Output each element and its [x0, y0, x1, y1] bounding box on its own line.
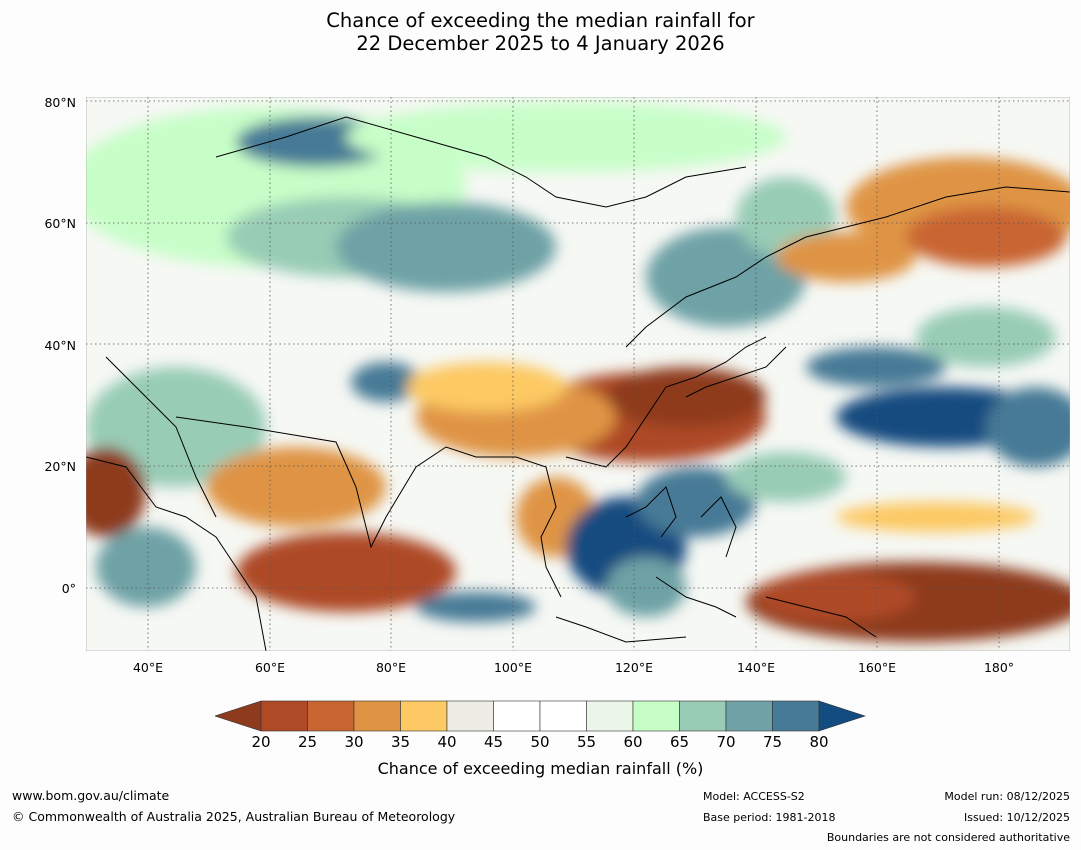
lon-label-180: 180°	[983, 660, 1015, 675]
lon-label-160e: 160°E	[857, 660, 896, 675]
lon-label-100e: 100°E	[493, 660, 532, 675]
colorbar-cell	[725, 700, 773, 732]
colorbar-cell	[353, 700, 401, 732]
colorbar-cell	[679, 700, 727, 732]
colorbar-tick-label: 20	[251, 733, 271, 751]
colorbar-tick-label: 55	[576, 733, 597, 751]
probability-field	[86, 102, 1070, 642]
title-line-1: Chance of exceeding the median rainfall …	[326, 9, 755, 32]
lon-label-140e: 140°E	[736, 660, 775, 675]
lon-label-60e: 60°E	[254, 660, 286, 675]
rainfall-map[interactable]	[86, 97, 1070, 651]
lon-label-80e: 80°E	[375, 660, 407, 675]
footer-base-period: Base period: 1981-2018	[703, 811, 836, 824]
lat-label-60n: 60°N	[44, 216, 76, 231]
footer-copyright: © Commonwealth of Australia 2025, Austra…	[12, 809, 456, 824]
colorbar-cell	[307, 700, 355, 732]
colorbar-extend-low	[215, 700, 262, 732]
colorbar-tick-label: 75	[762, 733, 783, 751]
colorbar-extend-high	[818, 700, 866, 732]
colorbar-cell	[772, 700, 820, 732]
colorbar-label: Chance of exceeding median rainfall (%)	[377, 759, 704, 778]
colorbar-tick-label: 50	[530, 733, 550, 751]
colorbar-tick-label: 80	[809, 733, 829, 751]
colorbar-tick-label: 35	[390, 733, 411, 751]
footer-url[interactable]: www.bom.gov.au/climate	[12, 788, 170, 803]
footer-issued: Issued: 10/12/2025	[963, 811, 1070, 824]
colorbar-cell	[493, 700, 541, 732]
map-title: Chance of exceeding the median rainfall …	[0, 9, 1081, 55]
graticule	[86, 97, 1070, 651]
colorbar-cell	[539, 700, 587, 732]
colorbar-tick-label: 60	[623, 733, 643, 751]
footer-model: Model: ACCESS-S2	[703, 790, 805, 803]
colorbar-cell	[446, 700, 494, 732]
lat-label-80n: 80°N	[44, 95, 76, 110]
title-line-2: 22 December 2025 to 4 January 2026	[356, 32, 725, 55]
colorbar-tick-label: 65	[669, 733, 690, 751]
colorbar-cell	[260, 700, 308, 732]
colorbar-tick-label: 30	[344, 733, 364, 751]
coastlines	[86, 116, 1070, 651]
colorbar	[215, 700, 866, 732]
lon-label-120e: 120°E	[614, 660, 653, 675]
footer-model-run: Model run: 08/12/2025	[944, 790, 1070, 803]
colorbar-tick-label: 45	[483, 733, 504, 751]
colorbar-tick-label: 40	[437, 733, 457, 751]
lat-label-40n: 40°N	[44, 338, 76, 353]
lat-label-0: 0°	[61, 581, 76, 596]
lon-label-40e: 40°E	[132, 660, 164, 675]
footer-disclaimer: Boundaries are not considered authoritat…	[826, 831, 1070, 844]
colorbar-cell	[632, 700, 680, 732]
colorbar-cell	[586, 700, 634, 732]
colorbar-tick-label: 25	[297, 733, 318, 751]
colorbar-cell	[400, 700, 448, 732]
colorbar-tick-label: 70	[716, 733, 736, 751]
lat-label-20n: 20°N	[44, 459, 76, 474]
